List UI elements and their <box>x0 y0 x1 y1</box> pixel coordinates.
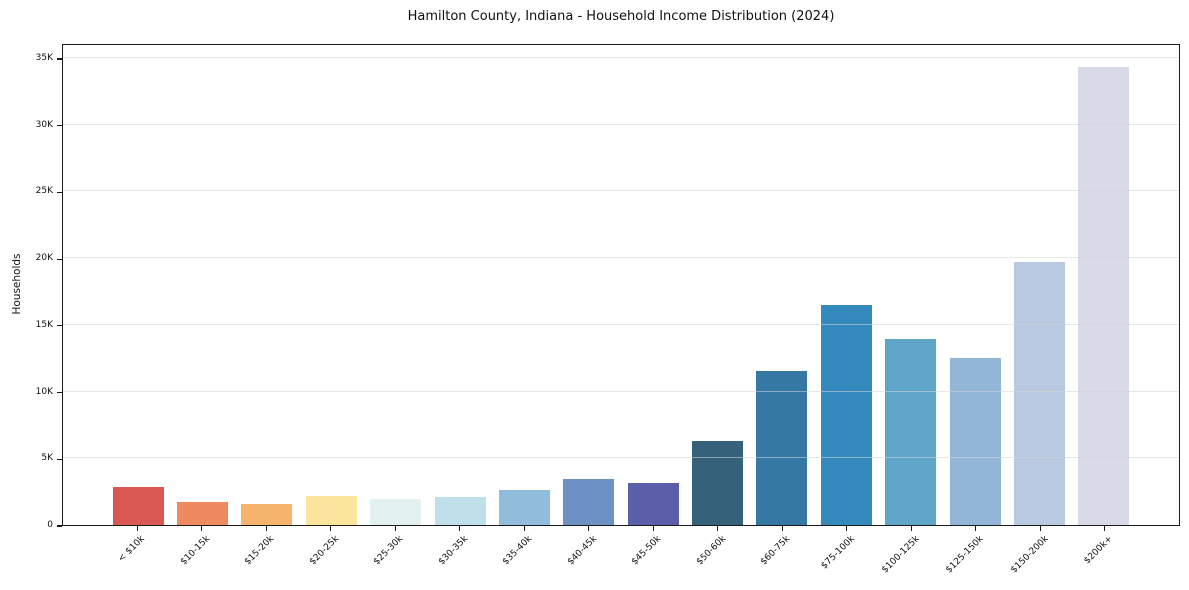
bar <box>885 338 937 525</box>
x-tick-mark <box>330 526 332 531</box>
x-tick-mark <box>652 526 654 531</box>
y-tick-label: 20K <box>35 253 53 264</box>
bar <box>692 440 744 525</box>
y-tick-mark <box>57 125 62 127</box>
bar-slot <box>750 45 814 525</box>
bars-row <box>106 45 1136 525</box>
x-tick-mark <box>717 526 719 531</box>
y-tick-label: 30K <box>35 119 53 130</box>
bar-slot <box>299 45 363 525</box>
x-tick-mark <box>394 526 396 531</box>
bar <box>1013 262 1065 525</box>
bar-slot <box>879 45 943 525</box>
y-tick-mark <box>57 258 62 260</box>
bar <box>241 503 293 525</box>
x-tick-mark <box>846 526 848 531</box>
x-tick-mark <box>975 526 977 531</box>
bar-slot <box>557 45 621 525</box>
y-tick-mark <box>57 391 62 394</box>
x-tick-mark <box>1104 526 1106 531</box>
y-tick-label: 10K <box>35 386 53 397</box>
bar-slot <box>428 45 492 525</box>
bar <box>756 370 808 525</box>
x-tick-mark <box>201 526 203 531</box>
bar-slot <box>364 45 428 525</box>
bar-slot <box>814 45 878 525</box>
plot-area <box>62 44 1180 526</box>
bar-slot <box>235 45 299 525</box>
x-tick-mark <box>136 526 138 531</box>
bar-slot <box>1007 45 1071 525</box>
bar <box>563 479 615 525</box>
bar <box>177 502 229 525</box>
x-tick-mark <box>459 526 461 531</box>
y-tick-label: 25K <box>35 186 53 197</box>
bar <box>498 489 550 525</box>
bar-slot <box>943 45 1007 525</box>
x-tick-mark <box>523 526 525 531</box>
y-tick-mark <box>57 58 62 60</box>
x-tick-mark <box>1039 526 1041 531</box>
bar <box>434 497 486 525</box>
bar <box>820 304 872 525</box>
bar <box>370 499 422 525</box>
y-tick-label: 35K <box>35 52 53 63</box>
bar-slot <box>621 45 685 525</box>
x-tick-mark <box>910 526 912 531</box>
bar-slot <box>1072 45 1136 525</box>
bar-slot <box>170 45 234 525</box>
bar <box>1078 66 1130 525</box>
y-tick-label: 5K <box>41 453 53 464</box>
x-tick-mark <box>781 526 783 531</box>
bar-slot <box>685 45 749 525</box>
bar <box>112 487 164 525</box>
bar-slot <box>492 45 556 525</box>
chart-title: Hamilton County, Indiana - Household Inc… <box>407 9 835 24</box>
bar <box>305 495 357 525</box>
bar <box>627 482 679 525</box>
y-tick-mark <box>57 525 62 527</box>
bar-slot <box>106 45 170 525</box>
y-tick-mark <box>57 191 62 193</box>
y-tick-label: 15K <box>35 319 53 330</box>
x-tick-mark <box>265 526 267 531</box>
y-tick-mark <box>57 325 62 327</box>
y-tick-mark <box>57 458 62 460</box>
y-tick-label: 0 <box>47 520 53 530</box>
x-tick-mark <box>588 526 590 531</box>
bar <box>949 357 1001 525</box>
